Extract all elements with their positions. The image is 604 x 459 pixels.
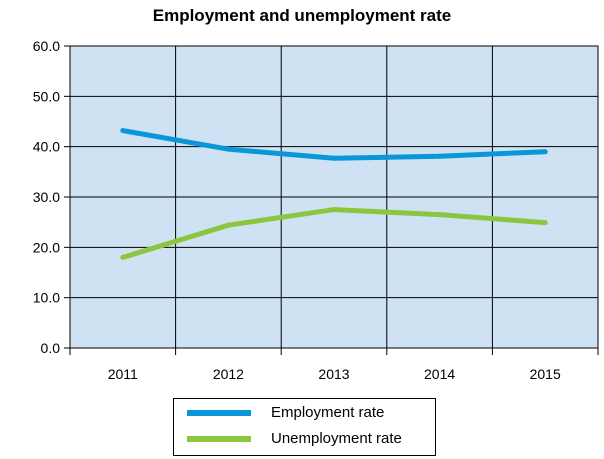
axis-layer: 0.0 10.0 20.0 30.0 40.0 50.0 60.0 2011 2012 2013 2… [33,38,599,382]
unemployment-rate-point [437,212,443,218]
legend-label-unemployment: Unemployment rate [271,430,402,447]
x-tick-label: 2015 [530,366,561,382]
x-tick-label: 2014 [424,366,455,382]
x-tick-label: 2011 [108,366,138,382]
x-tick-label: 2013 [318,366,349,382]
y-tick-label: 50.0 [33,88,60,104]
legend-swatch-employment [187,410,251,416]
legend-label-employment: Employment rate [271,404,385,421]
x-tick-label: 2012 [213,366,244,382]
chart-title: Employment and unemployment rate [152,6,452,25]
unemployment-rate-point [331,207,337,213]
employment-rate-point [542,149,548,155]
series-layer [120,128,548,260]
employment-rate-point [437,153,443,159]
y-tick-label: 30.0 [33,189,60,205]
unemployment-rate-point [120,254,126,260]
legend-item-employment: Employment rate [174,402,435,424]
unemployment-rate-point [225,222,231,228]
y-tick-label: 60.0 [33,38,60,54]
legend-item-unemployment: Unemployment rate [174,428,435,450]
y-tick-label: 20.0 [33,239,60,255]
employment-rate-point [331,155,337,161]
legend-swatch-unemployment [187,436,251,442]
line-chart: 0.0 10.0 20.0 30.0 40.0 50.0 60.0 2011 2012 2013 2… [33,38,599,382]
y-tick-label: 0.0 [41,340,61,356]
employment-rate-point [225,146,231,152]
unemployment-rate-point [542,220,548,226]
y-tick-label: 40.0 [33,139,60,155]
y-tick-label: 10.0 [33,290,60,306]
legend: Employment rate Unemployment rate [173,398,436,456]
employment-rate-point [120,128,126,134]
